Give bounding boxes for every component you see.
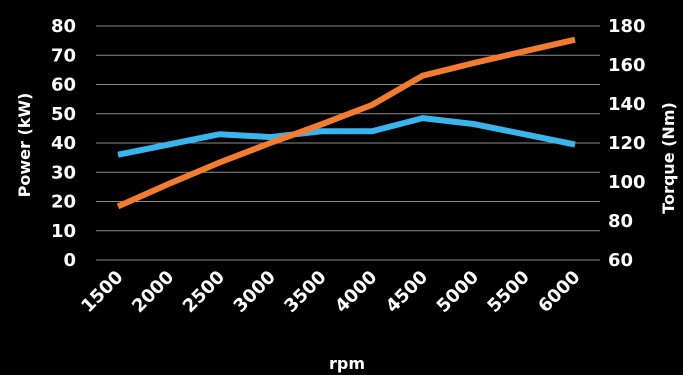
x-tick-label: 5500 [483,267,533,317]
left-tick-label: 30 [51,162,76,183]
x-tick-label: 4500 [382,267,432,317]
x-tick-label: 5000 [433,267,483,317]
x-axis-title: rpm [329,354,365,373]
x-tick-label: 1500 [77,267,127,317]
right-tick-label: 180 [608,16,646,37]
left-axis-title: Power (kW) [15,93,34,198]
right-axis-ticks: 60 80 100 120 140 160 180 [608,16,646,271]
x-tick-label: 2000 [128,267,178,317]
series-line-right-axis [116,36,576,210]
left-tick-label: 60 [51,75,76,96]
right-axis-title: Torque (Nm) [659,102,678,214]
series-lines [116,36,576,210]
x-tick-label: 4000 [331,267,381,317]
x-tick-label: 6000 [534,267,584,317]
left-tick-label: 10 [51,221,76,242]
left-tick-label: 70 [51,45,76,66]
right-tick-label: 60 [608,250,633,271]
left-tick-label: 80 [51,16,76,37]
right-tick-label: 160 [608,55,646,76]
left-tick-label: 40 [51,133,76,154]
left-tick-label: 0 [63,250,76,271]
x-tick-label: 3500 [280,267,330,317]
left-axis-ticks: 0 10 20 30 40 50 60 70 80 [51,16,76,271]
right-tick-label: 80 [608,211,633,232]
x-axis-ticks: 1500 2000 2500 3000 3500 4000 4500 5000 5500 6000 [77,267,584,317]
series-line-left-axis [117,115,576,158]
right-tick-label: 120 [608,133,646,154]
x-tick-label: 3000 [230,267,280,317]
left-tick-label: 50 [51,104,76,125]
x-tick-label: 2500 [179,267,229,317]
left-tick-label: 20 [51,192,76,213]
right-tick-label: 140 [608,94,646,115]
right-tick-label: 100 [608,172,646,193]
